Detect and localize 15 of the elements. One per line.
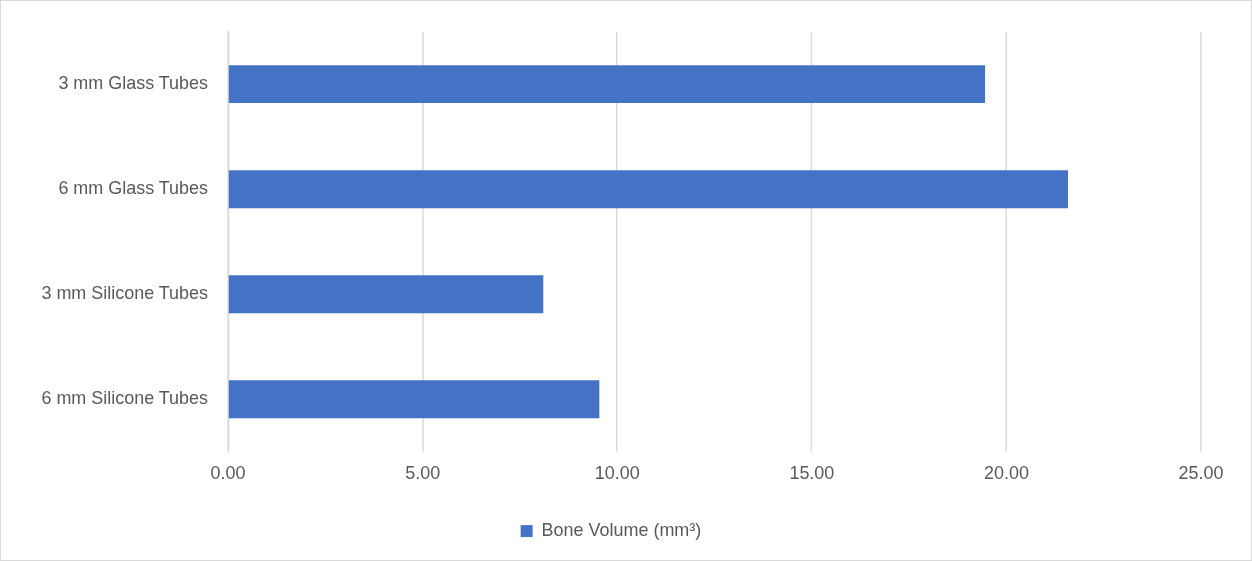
bar — [228, 65, 986, 104]
y-tick-label: 6 mm Glass Tubes — [58, 178, 209, 199]
x-tick-label: 5.00 — [405, 463, 441, 484]
x-tick-label: 10.00 — [594, 463, 640, 484]
bar — [228, 380, 600, 419]
bar — [228, 170, 1068, 209]
x-tick-label: 25.00 — [1178, 463, 1224, 484]
x-tick-label: 15.00 — [789, 463, 835, 484]
bar — [228, 275, 544, 314]
x-tick-label: 0.00 — [210, 463, 246, 484]
x-tick-label: 20.00 — [984, 463, 1029, 484]
legend-label: Bone Volume (mm³) — [541, 520, 702, 541]
y-tick-label: 6 mm Silicone Tubes — [41, 388, 209, 409]
y-tick-label: 3 mm Silicone Tubes — [41, 283, 209, 304]
y-tick-label: 3 mm Glass Tubes — [58, 73, 209, 94]
